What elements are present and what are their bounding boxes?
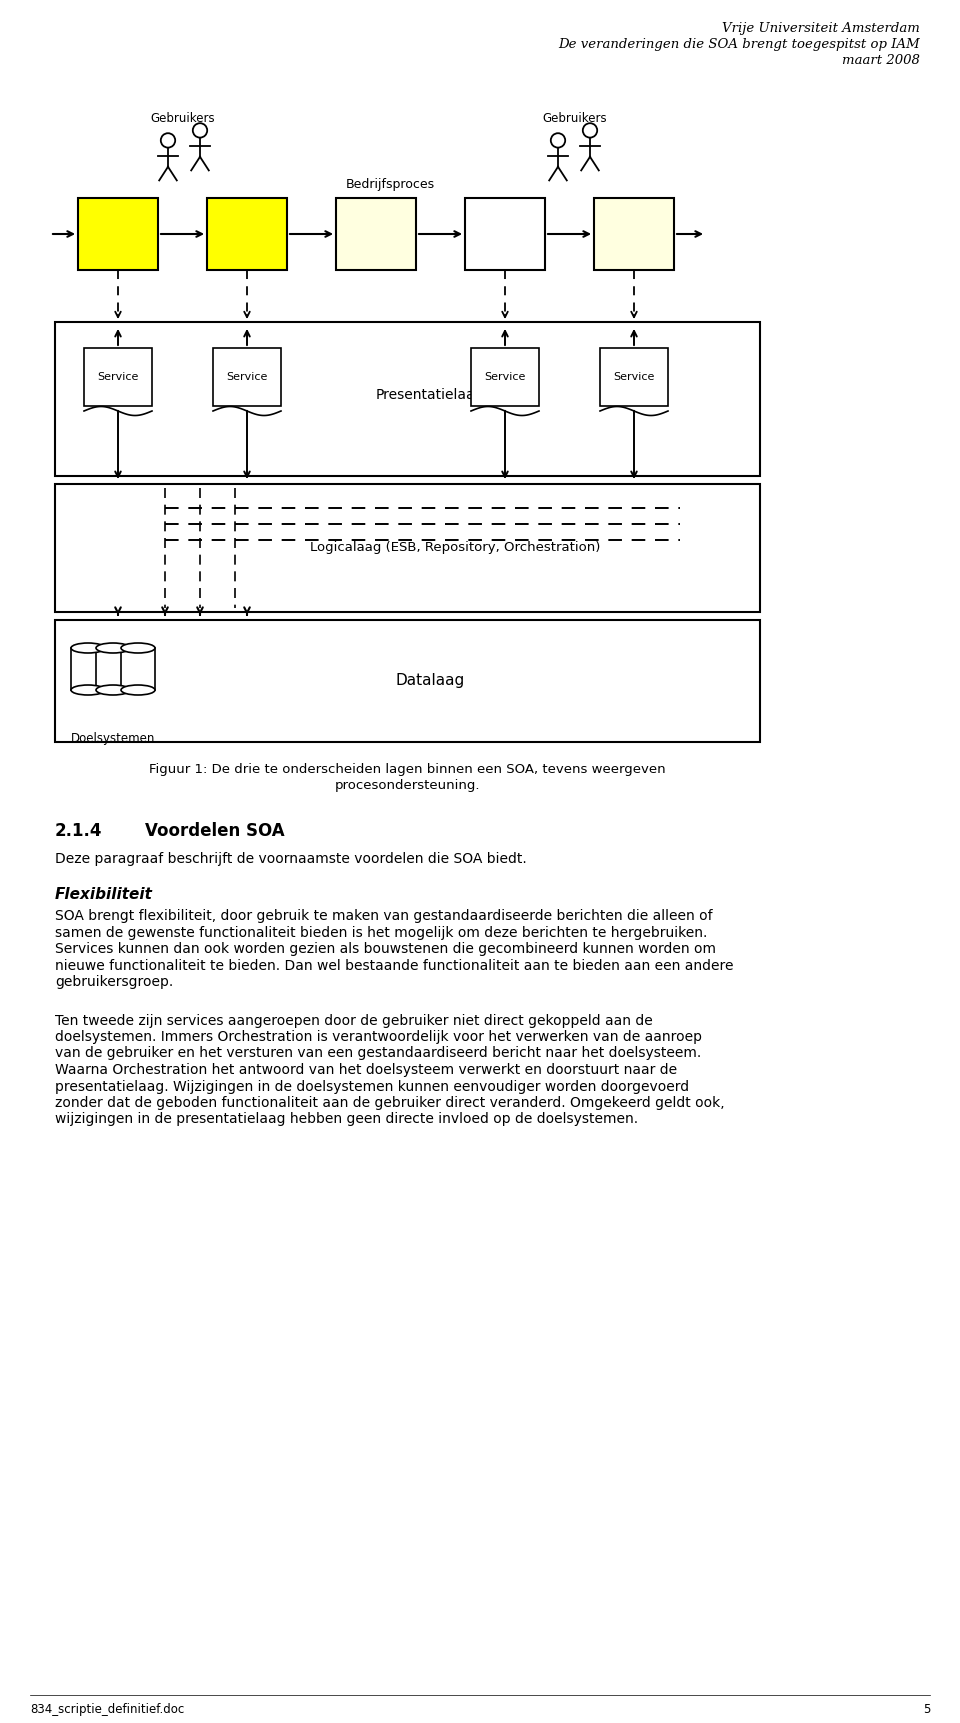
Bar: [71, 648, 105, 689]
Bar: [471, 348, 539, 407]
Text: Doelsystemen: Doelsystemen: [71, 732, 156, 744]
Ellipse shape: [121, 643, 155, 653]
Text: Voordelen SOA: Voordelen SOA: [145, 822, 284, 841]
Text: Service: Service: [227, 372, 268, 383]
Text: De veranderingen die SOA brengt toegespitst op IAM: De veranderingen die SOA brengt toegespi…: [559, 38, 920, 52]
Bar: [55, 620, 760, 743]
Text: maart 2008: maart 2008: [842, 53, 920, 67]
Bar: [78, 198, 158, 271]
Ellipse shape: [71, 643, 105, 653]
Text: Gebruikers: Gebruikers: [151, 112, 215, 126]
Text: SOA brengt flexibiliteit, door gebruik te maken van gestandaardiseerde berichten: SOA brengt flexibiliteit, door gebruik t…: [55, 910, 712, 924]
Bar: [96, 648, 130, 689]
Text: Logicalaag (ESB, Repository, Orchestration): Logicalaag (ESB, Repository, Orchestrati…: [310, 541, 600, 555]
Bar: [84, 348, 152, 407]
Text: Service: Service: [613, 372, 655, 383]
Text: Bedrijfsproces: Bedrijfsproces: [346, 177, 435, 191]
Text: nieuwe functionaliteit te bieden. Dan wel bestaande functionaliteit aan te biede: nieuwe functionaliteit te bieden. Dan we…: [55, 958, 733, 972]
Text: van de gebruiker en het versturen van een gestandaardiseerd bericht naar het doe: van de gebruiker en het versturen van ee…: [55, 1046, 701, 1060]
Bar: [213, 348, 281, 407]
Bar: [600, 348, 668, 407]
Bar: [121, 648, 155, 689]
Text: Service: Service: [97, 372, 138, 383]
Text: 2.1.4: 2.1.4: [55, 822, 103, 841]
Text: presentatielaag. Wijzigingen in de doelsystemen kunnen eenvoudiger worden doorge: presentatielaag. Wijzigingen in de doels…: [55, 1080, 689, 1094]
Text: Waarna Orchestration het antwoord van het doelsysteem verwerkt en doorstuurt naa: Waarna Orchestration het antwoord van he…: [55, 1063, 677, 1077]
Text: 5: 5: [923, 1702, 930, 1716]
Bar: [594, 198, 674, 271]
Text: samen de gewenste functionaliteit bieden is het mogelijk om deze berichten te he: samen de gewenste functionaliteit bieden…: [55, 925, 708, 939]
Bar: [55, 322, 760, 476]
Text: Figuur 1: De drie te onderscheiden lagen binnen een SOA, tevens weergeven: Figuur 1: De drie te onderscheiden lagen…: [149, 763, 665, 775]
Text: Deze paragraaf beschrijft de voornaamste voordelen die SOA biedt.: Deze paragraaf beschrijft de voornaamste…: [55, 851, 527, 867]
Text: wijzigingen in de presentatielaag hebben geen directe invloed op de doelsystemen: wijzigingen in de presentatielaag hebben…: [55, 1113, 638, 1127]
Text: zonder dat de geboden functionaliteit aan de gebruiker direct veranderd. Omgekee: zonder dat de geboden functionaliteit aa…: [55, 1096, 725, 1110]
Bar: [55, 484, 760, 612]
Text: Vrije Universiteit Amsterdam: Vrije Universiteit Amsterdam: [722, 22, 920, 34]
Text: Datalaag: Datalaag: [396, 674, 465, 689]
Text: 834_scriptie_definitief.doc: 834_scriptie_definitief.doc: [30, 1702, 184, 1716]
Bar: [336, 198, 416, 271]
Text: Services kunnen dan ook worden gezien als bouwstenen die gecombineerd kunnen wor: Services kunnen dan ook worden gezien al…: [55, 942, 716, 956]
Text: Ten tweede zijn services aangeroepen door de gebruiker niet direct gekoppeld aan: Ten tweede zijn services aangeroepen doo…: [55, 1013, 653, 1027]
Text: doelsystemen. Immers Orchestration is verantwoordelijk voor het verwerken van de: doelsystemen. Immers Orchestration is ve…: [55, 1030, 702, 1044]
Bar: [207, 198, 287, 271]
Ellipse shape: [121, 686, 155, 694]
Ellipse shape: [96, 643, 130, 653]
Text: procesondersteuning.: procesondersteuning.: [334, 779, 480, 793]
Text: Presentatielaag: Presentatielaag: [375, 388, 484, 401]
Text: Gebruikers: Gebruikers: [542, 112, 608, 126]
Text: gebruikersgroep.: gebruikersgroep.: [55, 975, 173, 989]
Bar: [465, 198, 545, 271]
Text: Service: Service: [484, 372, 526, 383]
Text: Flexibiliteit: Flexibiliteit: [55, 887, 153, 903]
Ellipse shape: [71, 686, 105, 694]
Ellipse shape: [96, 686, 130, 694]
